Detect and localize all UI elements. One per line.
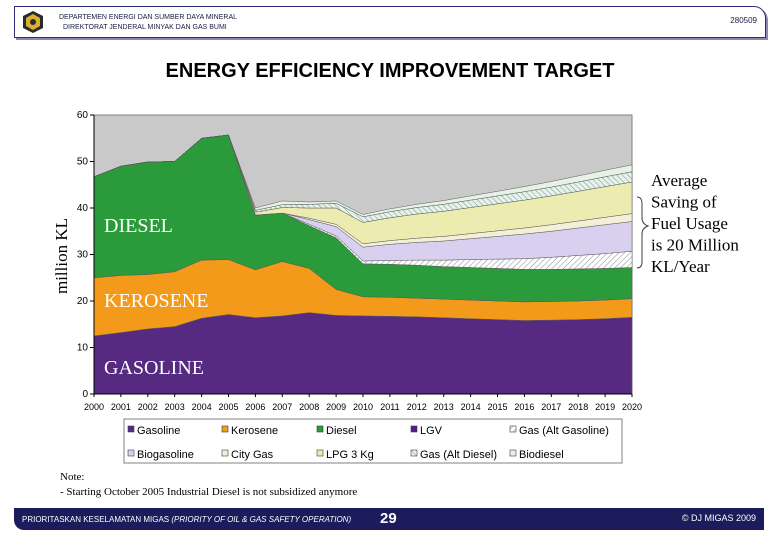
- legend-label: Diesel: [326, 425, 357, 437]
- x-tick-label: 2011: [380, 402, 399, 412]
- callout-line: Saving of: [651, 193, 717, 212]
- x-tick-label: 2017: [541, 402, 561, 412]
- callout-line: Average: [651, 171, 707, 190]
- ministry-logo-icon: [23, 11, 43, 33]
- org-line-1: DEPARTEMEN ENERGI DAN SUMBER DAYA MINERA…: [59, 14, 238, 21]
- y-tick-label: 40: [77, 203, 89, 214]
- legend-swatch: [221, 449, 229, 457]
- legend-label: LGV: [420, 425, 443, 437]
- doc-code: 280509: [730, 16, 757, 25]
- copyright: © DJ MIGAS 2009: [681, 513, 756, 523]
- x-tick-label: 2016: [514, 402, 534, 412]
- y-tick-label: 10: [77, 343, 89, 354]
- legend-swatch: [127, 425, 135, 433]
- legend-swatch: [410, 425, 418, 433]
- legend-swatch: [410, 449, 418, 457]
- x-tick-label: 2003: [165, 402, 185, 412]
- callout-bracket: [636, 196, 650, 269]
- page-title: ENERGY EFFICIENCY IMPROVEMENT TARGET: [165, 60, 615, 82]
- callout-line: is 20 Million: [651, 236, 739, 255]
- callout-line: KL/Year: [651, 257, 710, 276]
- x-tick-label: 2008: [299, 402, 319, 412]
- legend-label: City Gas: [231, 449, 274, 461]
- y-tick-label: 20: [77, 296, 89, 307]
- page-number: 29: [380, 510, 397, 527]
- x-tick-label: 2020: [622, 402, 642, 412]
- annotation-diesel: DIESEL: [104, 215, 173, 237]
- legend-label: Gasoline: [137, 425, 180, 437]
- x-tick-label: 2002: [138, 402, 158, 412]
- y-tick-label: 60: [77, 110, 89, 121]
- x-tick-label: 2007: [272, 402, 292, 412]
- legend-swatch: [509, 449, 517, 457]
- x-tick-label: 2012: [407, 402, 427, 412]
- annotation-kerosene: KEROSENE: [104, 290, 208, 312]
- y-tick-label: 50: [77, 157, 89, 168]
- x-tick-label: 2019: [595, 402, 615, 412]
- y-tick-label: 0: [82, 389, 88, 400]
- area-biodiesel: [93, 134, 633, 218]
- footer-slogan-english: (PRIORITY OF OIL & GAS SAFETY OPERATION): [171, 515, 352, 524]
- y-axis-label: million KL: [52, 218, 71, 294]
- legend-label: Kerosene: [231, 425, 278, 437]
- footer-slogan-main: PRIORITASKAN KESELAMATAN MIGAS: [22, 515, 170, 524]
- x-tick-label: 2006: [245, 402, 265, 412]
- legend-label: Biogasoline: [137, 449, 194, 461]
- header-bar: DEPARTEMEN ENERGI DAN SUMBER DAYA MINERA…: [14, 6, 766, 38]
- legend-box: [123, 418, 623, 464]
- legend-label: Biodiesel: [519, 449, 564, 461]
- legend-swatch: [316, 449, 324, 457]
- footer-bar: PRIORITASKAN KESELAMATAN MIGAS (PRIORITY…: [14, 508, 764, 530]
- legend-swatch: [221, 425, 229, 433]
- x-tick-label: 2004: [192, 402, 212, 412]
- legend-label: Gas (Alt Diesel): [420, 449, 497, 461]
- x-tick-label: 2000: [84, 402, 104, 412]
- legend-swatch: [127, 449, 135, 457]
- x-tick-label: 2018: [568, 402, 588, 412]
- x-tick-label: 2009: [326, 402, 346, 412]
- callout-line: Fuel Usage: [651, 214, 728, 233]
- note-heading: Note:: [60, 471, 85, 483]
- legend-swatch: [509, 425, 517, 433]
- note-text: - Starting October 2005 Industrial Diese…: [60, 486, 358, 498]
- annotation-gasoline: GASOLINE: [104, 357, 204, 379]
- x-tick-label: 2010: [353, 402, 373, 412]
- x-tick-label: 2013: [434, 402, 454, 412]
- y-tick-label: 30: [77, 250, 89, 261]
- legend-label: Gas (Alt Gasoline): [519, 425, 609, 437]
- x-tick-label: 2001: [111, 402, 131, 412]
- legend-label: LPG 3 Kg: [326, 449, 374, 461]
- legend-swatch: [316, 425, 324, 433]
- org-line-2: DIREKTORAT JENDERAL MINYAK DAN GAS BUMI: [63, 24, 227, 31]
- x-tick-label: 2015: [487, 402, 507, 412]
- x-tick-label: 2014: [461, 402, 481, 412]
- footer-slogan: PRIORITASKAN KESELAMATAN MIGAS (PRIORITY…: [22, 515, 351, 524]
- x-tick-label: 2005: [218, 402, 238, 412]
